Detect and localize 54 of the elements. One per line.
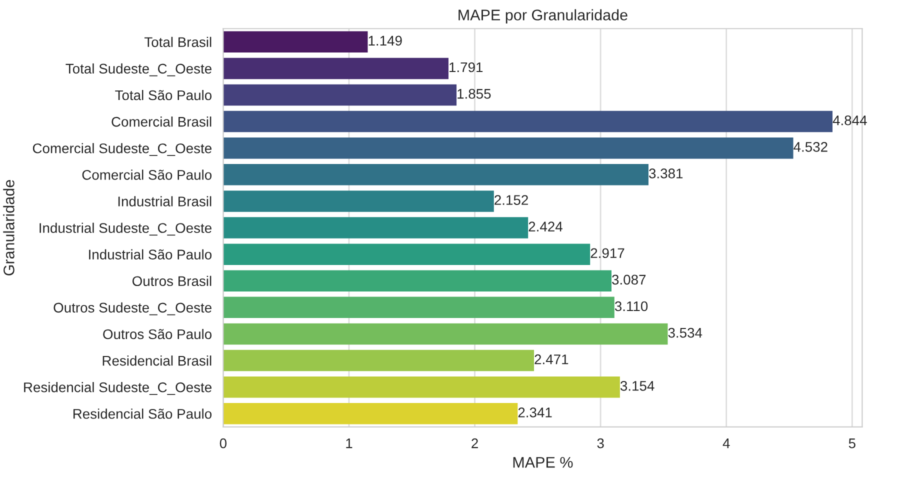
data-label: 3.110	[614, 301, 648, 312]
x-tick-label: 2	[472, 438, 478, 448]
data-label: 2.152	[494, 195, 528, 205]
bar	[223, 137, 794, 159]
bar	[223, 323, 668, 345]
bar	[223, 84, 457, 106]
bar	[223, 217, 528, 238]
y-tick-label: Outros Sudeste_C_Oeste	[54, 302, 212, 316]
data-label: 2.424	[528, 222, 562, 232]
y-tick-label: Total Brasil	[144, 36, 212, 48]
bar	[223, 190, 494, 212]
x-tick-label: 0	[220, 438, 227, 448]
bar	[223, 110, 833, 132]
data-label: 4.844	[832, 115, 867, 126]
bar	[223, 403, 518, 424]
x-tick-label: 5	[848, 438, 856, 448]
chart-title: MAPE por Granularidade	[458, 9, 628, 24]
bar	[223, 376, 620, 398]
data-label: 1.791	[450, 62, 483, 72]
bar	[223, 31, 368, 53]
y-axis-title: Granularidade	[3, 180, 14, 276]
bar	[223, 350, 534, 372]
y-tick-label: Comercial Sudeste_C_Oeste	[32, 143, 212, 156]
data-label: 2.341	[518, 408, 552, 418]
bar	[223, 164, 648, 186]
y-tick-label: Residencial Brasil	[102, 356, 212, 366]
y-tick-label: Residencial São Paulo	[73, 408, 212, 419]
bar	[223, 58, 448, 80]
x-tick-label: 3	[597, 438, 604, 448]
data-label: 1.855	[458, 88, 491, 99]
data-label: 4.532	[794, 142, 828, 152]
bar	[223, 296, 614, 318]
data-label: 3.087	[612, 274, 646, 285]
data-label: 2.471	[534, 354, 568, 364]
y-tick-label: Total Sudeste_C_Oeste	[66, 63, 212, 76]
y-tick-label: Outros Brasil	[132, 276, 212, 286]
y-tick-label: Residencial Sudeste_C_Oeste	[24, 382, 212, 395]
y-tick-label: Industrial São Paulo	[89, 249, 212, 260]
data-label: 2.917	[590, 248, 624, 258]
data-label: 3.154	[620, 380, 654, 391]
y-tick-label: Total São Paulo	[115, 90, 212, 100]
y-tick-label: Industrial Sudeste_C_Oeste	[40, 222, 212, 236]
data-label: 1.149	[368, 36, 402, 46]
y-tick-label: Comercial Brasil	[112, 116, 212, 127]
data-label: 3.534	[668, 328, 702, 338]
x-tick-label: 1	[346, 438, 352, 448]
data-label: 3.381	[649, 168, 683, 178]
y-tick-label: Industrial Brasil	[118, 196, 212, 206]
bar	[223, 270, 612, 292]
bar	[223, 244, 590, 265]
y-tick-label: Comercial São Paulo	[82, 170, 212, 180]
y-tick-label: Outros São Paulo	[103, 328, 212, 340]
x-tick-label: 4	[722, 438, 730, 448]
x-axis-title: MAPE %	[513, 457, 573, 468]
